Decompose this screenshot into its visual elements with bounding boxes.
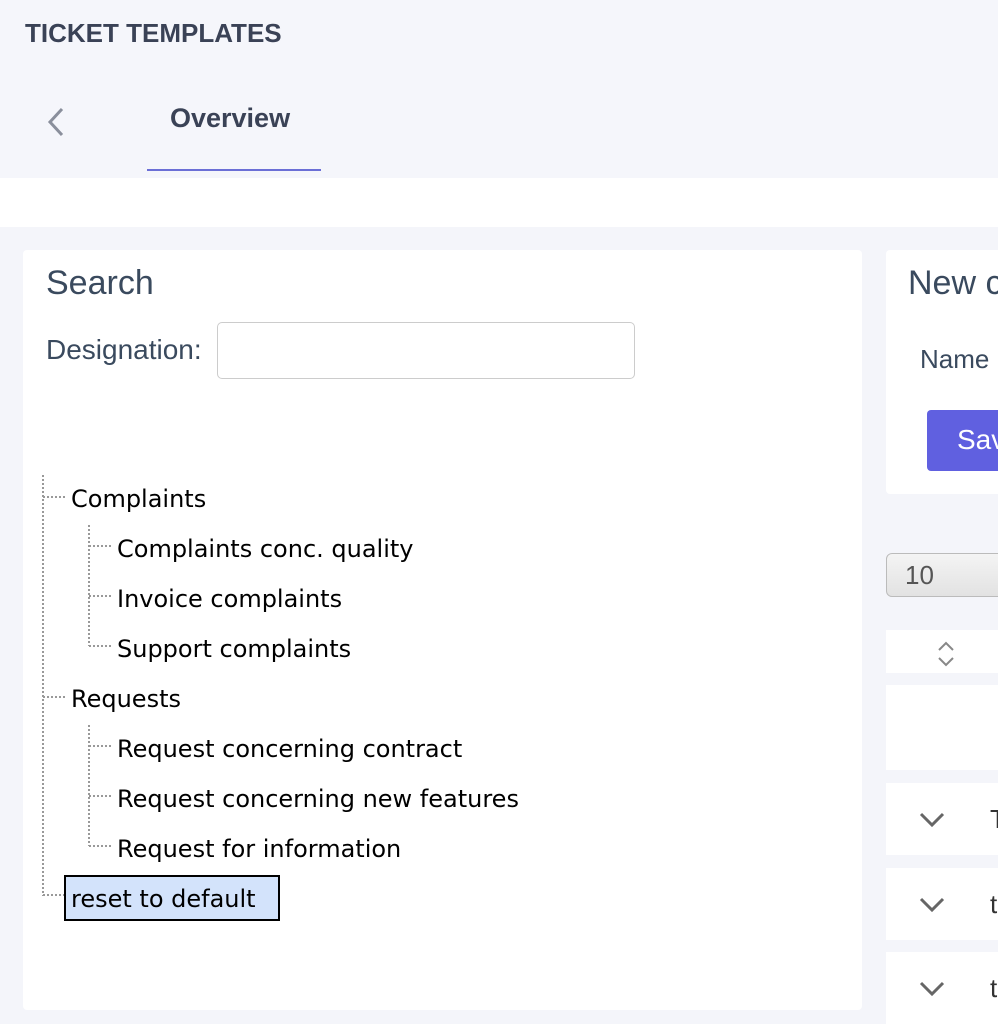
tree-leaf[interactable]: Request concerning contract (117, 735, 463, 763)
tree-leaf[interactable]: Request concerning new features (117, 785, 519, 813)
band (0, 178, 998, 227)
row-text: t (990, 888, 998, 919)
designation-input[interactable] (217, 322, 635, 379)
table-filter-row (886, 685, 998, 770)
table-row (886, 783, 998, 855)
tree-node[interactable]: Requests (71, 685, 181, 713)
name-label: Name (920, 344, 990, 374)
reset-node[interactable]: reset to default (64, 875, 280, 921)
expand-icon[interactable] (918, 896, 946, 914)
table-header (886, 630, 998, 673)
save-label: Sav (957, 424, 998, 455)
header (0, 0, 998, 178)
tab-underline (147, 169, 321, 171)
table-row (886, 867, 998, 940)
tree-leaf[interactable]: Request for information (117, 835, 402, 863)
sort-icon[interactable] (936, 640, 956, 668)
page-size: 10 (905, 560, 934, 590)
back-button[interactable] (44, 106, 68, 138)
save-button[interactable] (927, 410, 998, 471)
tree-node[interactable]: Complaints (71, 485, 207, 513)
tree-leaf[interactable]: Invoice complaints (117, 585, 343, 613)
tree-leaf[interactable]: Complaints conc. quality (117, 535, 414, 563)
expand-icon[interactable] (918, 980, 946, 998)
row-text: T (990, 804, 998, 834)
page-size-select[interactable] (886, 553, 998, 597)
tree-leaf[interactable]: Support complaints (117, 635, 352, 663)
page-title: TICKET TEMPLATES (25, 18, 282, 48)
designation-label: Designation: (46, 334, 202, 365)
tab[interactable]: Overview (170, 103, 291, 133)
tree-lines (42, 475, 111, 896)
row-text: t (990, 973, 998, 1003)
search-title: Search (46, 264, 154, 302)
new-title: New c (908, 264, 998, 302)
expand-icon[interactable] (918, 811, 946, 829)
